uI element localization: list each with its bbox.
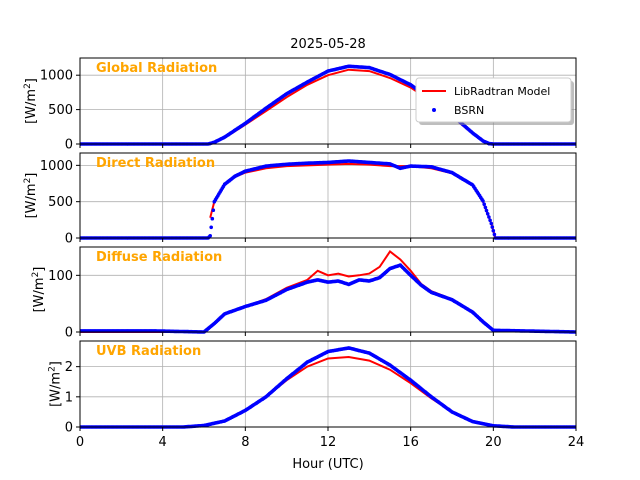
bsrn-data-point (210, 216, 215, 221)
legend-entry-label: LibRadtran Model (454, 85, 550, 98)
legend-swatch-dot (432, 108, 436, 112)
panel-label: UVB Radiation (96, 344, 201, 359)
y-axis-label: [W/m2] (23, 78, 39, 124)
y-tick-label: 100 (48, 269, 73, 284)
y-tick-label: 2 (65, 360, 73, 375)
y-tick-label: 500 (48, 103, 73, 118)
x-tick-label: 20 (485, 435, 502, 450)
chart-title: 2025-05-28 (290, 37, 366, 52)
y-axis-label-main: [W/m (24, 183, 39, 218)
y-axis-label: [W/m2] (48, 361, 64, 407)
y-axis-label-end: ] (24, 173, 39, 178)
y-axis-label-sup: 2 (23, 178, 33, 184)
bsrn-data-point (489, 221, 494, 226)
bsrn-data-point (491, 228, 496, 233)
panel-label: Global Radiation (96, 61, 217, 76)
y-tick-label: 0 (65, 138, 73, 153)
y-axis-label-main: [W/m (49, 372, 64, 407)
bsrn-data-point (482, 202, 487, 206)
legend: LibRadtran Model BSRN (415, 77, 574, 125)
panel-1: 0 500 1000[W/m2] Global Radiation (23, 57, 577, 153)
series-group (80, 64, 576, 146)
bsrn-data-point (211, 208, 216, 212)
y-axis-label-end: ] (32, 267, 47, 272)
bsrn-data-point (492, 232, 497, 237)
legend-box (415, 77, 572, 123)
bsrn-data-point (484, 208, 489, 213)
panel-label: Diffuse Radiation (96, 250, 222, 265)
y-axis-label-end: ] (24, 78, 39, 83)
y-tick-label: 0 (65, 421, 73, 436)
y-axis-label-sup: 2 (31, 272, 41, 278)
x-tick-label: 16 (402, 435, 419, 450)
bsrn-data-point (490, 225, 495, 229)
x-tick-label: 12 (320, 435, 337, 450)
x-tick-label: 0 (76, 435, 84, 450)
x-axis-label: Hour (UTC) (292, 457, 363, 472)
panel-2: 0 500 1000[W/m2] Direct Radiation (23, 152, 577, 247)
bsrn-data-point (487, 215, 491, 219)
bsrn-data-point (481, 199, 485, 203)
y-tick-label: 500 (48, 195, 73, 210)
y-tick-label: 0 (65, 326, 73, 341)
x-tick-label: 8 (241, 435, 249, 450)
y-tick-label: 1000 (40, 159, 73, 174)
legend-entry-label: BSRN (454, 104, 484, 117)
panel-3: 0 100[W/m2] Diffuse Radiation (31, 246, 577, 341)
y-axis-label-sup: 2 (23, 83, 33, 89)
y-axis-label-main: [W/m (24, 89, 39, 124)
panel-label: Direct Radiation (96, 156, 215, 171)
bsrn-data-point (483, 205, 488, 210)
x-tick-label: 4 (159, 435, 167, 450)
y-axis-label: [W/m2] (31, 267, 47, 313)
x-tick-label: 24 (568, 435, 585, 450)
y-axis-label-end: ] (49, 361, 64, 366)
y-tick-label: 1 (65, 390, 73, 405)
y-tick-label: 1000 (40, 69, 73, 84)
bsrn-data-point (488, 218, 492, 223)
bsrn-data-point (209, 225, 213, 230)
bsrn-data-point (485, 212, 490, 216)
y-tick-label: 0 (65, 232, 73, 247)
y-axis-label-main: [W/m (32, 277, 47, 312)
y-axis-label: [W/m2] (23, 173, 39, 219)
y-axis-label-sup: 2 (48, 366, 58, 372)
bsrn-data-point (208, 234, 212, 238)
